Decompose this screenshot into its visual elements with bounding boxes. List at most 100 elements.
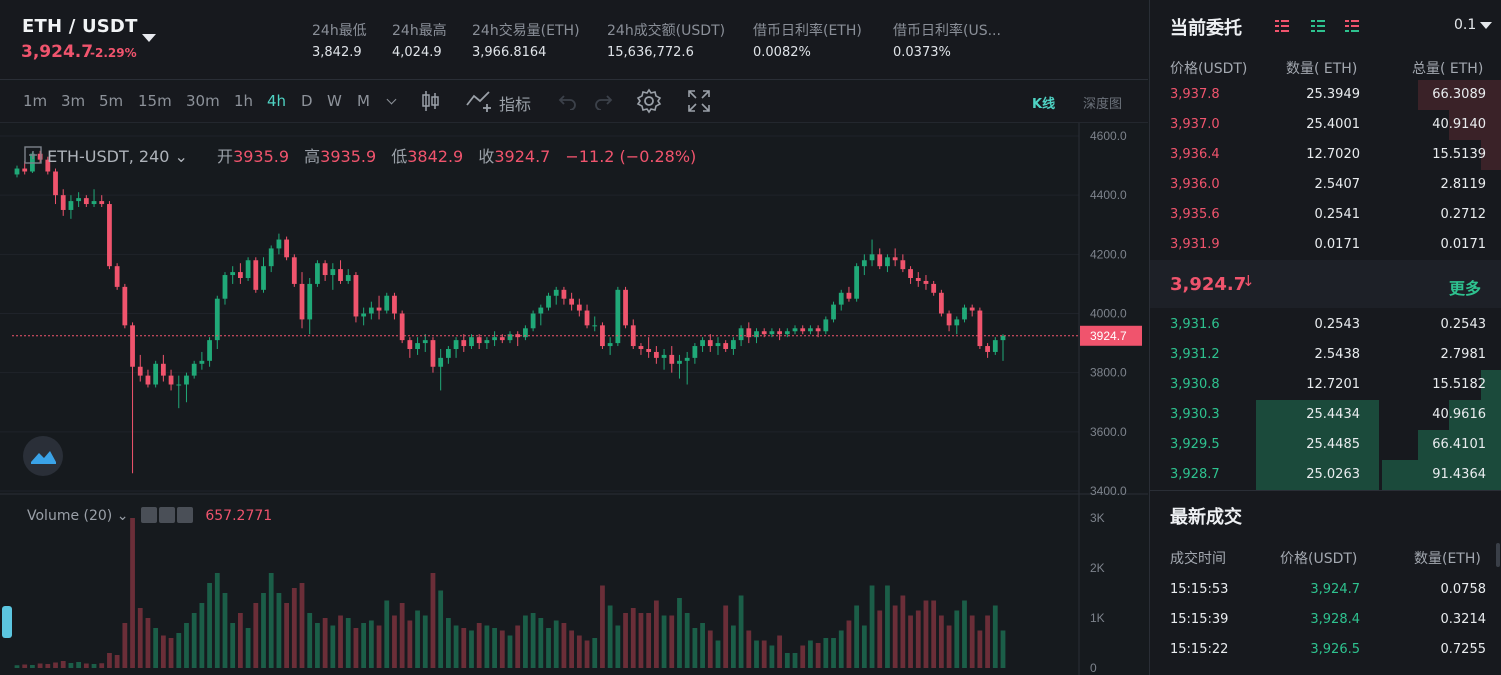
more-button[interactable]: 更多 — [1449, 279, 1482, 298]
interval-1d[interactable]: D — [301, 92, 313, 110]
ask-depth-bar — [1418, 80, 1501, 110]
pair-selector[interactable]: ETH / USDT — [22, 16, 138, 37]
candle-style-icon[interactable] — [421, 89, 441, 113]
volume-bar — [653, 600, 659, 668]
volume-bar — [14, 665, 20, 668]
undo-icon[interactable] — [558, 92, 578, 110]
candle-body — [507, 334, 513, 341]
volume-bar — [284, 603, 289, 668]
volume-indicator-name[interactable]: Volume (20) — [27, 508, 113, 524]
bid-total: 15.5182 — [1432, 377, 1486, 392]
candle-body — [53, 171, 58, 196]
volume-bar — [368, 620, 374, 668]
volume-bar — [261, 593, 266, 668]
ask-qty: 0.2541 — [1314, 207, 1361, 222]
bid-row[interactable]: 3,931.6 0.2543 0.2543 — [1150, 310, 1501, 340]
interval-1h[interactable]: 1h — [234, 92, 254, 110]
candle-body — [538, 307, 544, 314]
volume-bar — [430, 573, 436, 668]
bid-row[interactable]: 3,930.3 25.4434 40.9616 — [1150, 400, 1501, 430]
orderbook-both-view-icon[interactable] — [1274, 18, 1290, 34]
bid-row[interactable]: 3,931.2 2.5438 2.7981 — [1150, 340, 1501, 370]
fullscreen-icon[interactable] — [687, 89, 711, 113]
interval-15m[interactable]: 15m — [138, 92, 172, 110]
redo-icon[interactable] — [593, 92, 613, 110]
bid-qty-depth-bar — [1256, 460, 1379, 490]
settings-gear-icon[interactable] — [636, 88, 662, 114]
price-axis-tick: 3600.0 — [1090, 425, 1127, 439]
bid-row[interactable]: 3,929.5 25.4485 66.4101 — [1150, 430, 1501, 460]
interval-3m[interactable]: 3m — [61, 92, 86, 110]
bid-row[interactable]: 3,928.7 25.0263 91.4364 — [1150, 460, 1501, 490]
candlestick-chart[interactable]: 3924.7 4600.0 4400.0 4200.0 4000.0 3800.0 360… — [0, 123, 1148, 675]
candle-body — [37, 153, 43, 160]
volume-bar — [222, 593, 228, 668]
ask-total: 0.0171 — [1440, 237, 1487, 252]
trades-scrollbar[interactable] — [1496, 543, 1500, 567]
ask-row[interactable]: 3,935.6 0.2541 0.2712 — [1150, 200, 1501, 230]
interval-30m[interactable]: 30m — [186, 92, 220, 110]
orderbook-asks-view-icon[interactable] — [1344, 18, 1360, 34]
ask-row[interactable]: 3,936.0 2.5407 2.8119 — [1150, 170, 1501, 200]
candle-body — [784, 331, 790, 335]
interval-1mo[interactable]: M — [357, 92, 370, 110]
tab-kline[interactable]: K线 — [1032, 97, 1056, 112]
volume-bar — [476, 623, 482, 668]
candle-body — [60, 195, 66, 210]
price-axis: 4600.0 4400.0 4200.0 4000.0 3800.0 3600.0 3400… — [1090, 129, 1127, 498]
ask-row[interactable]: 3,931.9 0.0171 0.0171 — [1150, 230, 1501, 260]
price-axis-tick: 4200.0 — [1090, 247, 1127, 261]
volume-bar — [677, 598, 682, 668]
bid-row[interactable]: 3,930.8 12.7201 15.5182 — [1150, 370, 1501, 400]
candle-body — [345, 275, 351, 281]
indicator-button[interactable]: 指标 — [499, 95, 532, 114]
ask-price: 3,936.0 — [1170, 177, 1220, 192]
interval-1w[interactable]: W — [327, 92, 342, 110]
volume-bar — [869, 585, 875, 668]
close-icon[interactable] — [176, 507, 193, 523]
candle-body — [738, 328, 744, 341]
precision-caret-icon[interactable] — [1480, 22, 1492, 29]
candle-body — [45, 159, 51, 172]
volume-bar — [276, 593, 282, 668]
close-value: 3924.7 — [494, 147, 551, 166]
orderbook-bids-view-icon[interactable] — [1310, 18, 1326, 34]
interval-4h[interactable]: 4h — [267, 92, 287, 110]
bid-qty: 25.4485 — [1306, 437, 1360, 452]
candle-body — [422, 340, 428, 344]
chart-symbol-chevron-icon[interactable]: ⌄ — [174, 147, 188, 166]
ask-row[interactable]: 3,937.8 25.3949 66.3089 — [1150, 80, 1501, 110]
candle-body — [207, 340, 212, 361]
ask-qty: 12.7020 — [1306, 147, 1360, 162]
orderbook-header-total: 总量( ETH) — [1412, 61, 1484, 77]
ask-row[interactable]: 3,936.4 12.7020 15.5139 — [1150, 140, 1501, 170]
volume-bar — [584, 640, 590, 668]
tab-depth-chart[interactable]: 深度图 — [1083, 97, 1123, 112]
last-price: 3,924.7 — [21, 42, 94, 62]
ohlc-legend: ETH-USDT, 240 ⌄ 开3935.9 高3935.9 低3842.9 … — [24, 143, 696, 167]
eye-icon[interactable] — [140, 507, 157, 523]
candle-body — [153, 363, 159, 385]
volume-chevron-icon[interactable]: ⌄ — [116, 508, 129, 524]
stat-value: 3,966.8164 — [472, 45, 547, 60]
volume-bar — [946, 625, 952, 668]
indicator-icon[interactable] — [465, 89, 495, 113]
settings-icon[interactable] — [158, 507, 175, 523]
volume-bar — [438, 590, 444, 668]
volume-bar — [322, 618, 328, 668]
trade-amount: 0.3214 — [1440, 612, 1487, 627]
volume-bar — [815, 643, 821, 668]
interval-5m[interactable]: 5m — [99, 92, 124, 110]
drawing-toolbar-toggle[interactable] — [2, 606, 12, 638]
ask-row[interactable]: 3,937.0 25.4001 40.9140 — [1150, 110, 1501, 140]
precision-select[interactable]: 0.1 — [1454, 17, 1477, 33]
volume-bar — [715, 640, 721, 668]
volume-bar — [769, 645, 775, 668]
trade-price: 3,924.7 — [1310, 582, 1360, 597]
pair-dropdown-caret-icon[interactable] — [142, 34, 156, 42]
candle-body — [746, 328, 752, 338]
volume-bar — [615, 625, 621, 668]
interval-1m[interactable]: 1m — [23, 92, 48, 110]
chart-symbol[interactable]: ETH-USDT, 240 — [47, 147, 170, 166]
tradingview-logo[interactable] — [23, 436, 63, 476]
